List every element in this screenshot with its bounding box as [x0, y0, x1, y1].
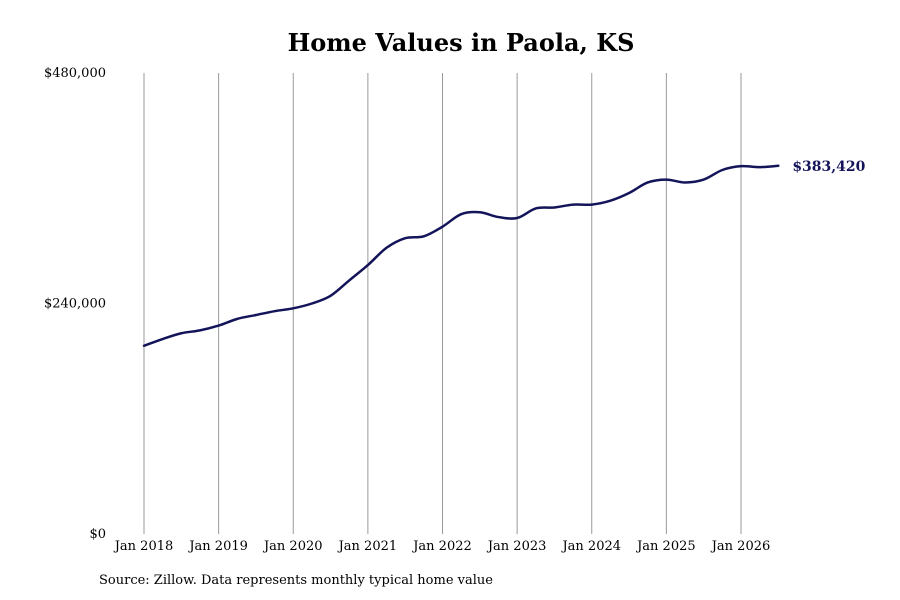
series-line [142, 164, 780, 348]
x-tick-label-8: Jan 2026 [710, 539, 771, 554]
chart-title: Home Values in Paola, KS [287, 28, 635, 57]
x-axis-ticks: Jan 2018 Jan 2019 Jan 2020 Jan 2021 Jan 2022… [113, 539, 771, 554]
y-tick-label-0: $0 [89, 527, 106, 542]
grid-lines [143, 73, 742, 534]
source-note: Source: Zillow. Data represents monthly … [99, 573, 493, 588]
x-tick-label-7: Jan 2025 [635, 539, 696, 554]
y-tick-label-1: $240,000 [44, 297, 106, 312]
y-axis-ticks: $0 $240,000 $480,000 [44, 66, 106, 542]
x-tick-label-5: Jan 2023 [486, 539, 547, 554]
x-tick-label-3: Jan 2021 [337, 539, 398, 554]
end-label-layer: $383,420 [792, 159, 865, 175]
x-tick-label-1: Jan 2019 [187, 539, 248, 554]
x-tick-label-0: Jan 2018 [113, 539, 174, 554]
x-tick-label-2: Jan 2020 [262, 539, 323, 554]
series-layer [142, 164, 780, 348]
x-tick-label-4: Jan 2022 [411, 539, 472, 554]
x-tick-label-6: Jan 2024 [560, 539, 621, 554]
end-value-label: $383,420 [792, 159, 865, 175]
y-tick-label-2: $480,000 [44, 66, 106, 81]
